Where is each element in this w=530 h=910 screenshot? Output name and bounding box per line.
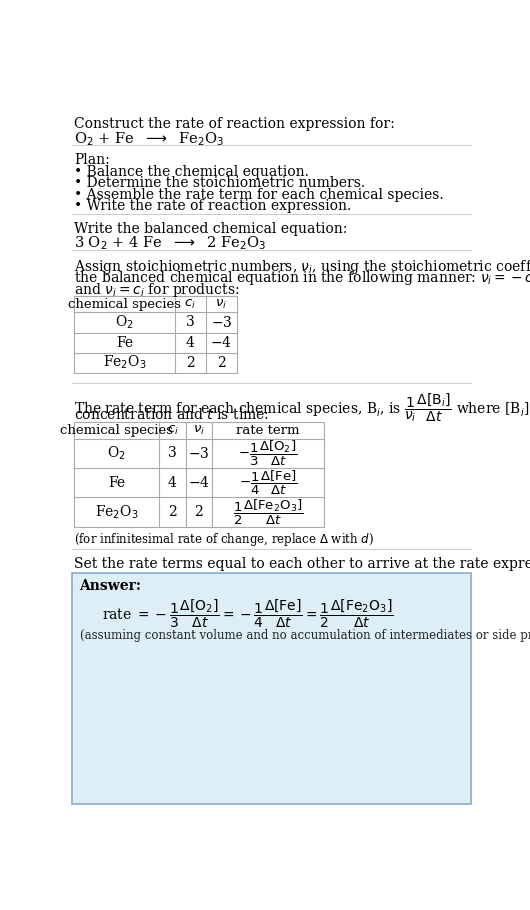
Text: $c_i$: $c_i$ — [184, 298, 196, 310]
Text: • Assemble the rate term for each chemical species.: • Assemble the rate term for each chemic… — [74, 187, 444, 202]
Text: 3 O$_2$ + 4 Fe  $\longrightarrow$  2 Fe$_2$O$_3$: 3 O$_2$ + 4 Fe $\longrightarrow$ 2 Fe$_2… — [74, 235, 266, 252]
Text: 2: 2 — [217, 356, 226, 369]
Text: $-$3: $-$3 — [188, 446, 209, 460]
Text: Assign stoichiometric numbers, $\nu_i$, using the stoichiometric coefficients, $: Assign stoichiometric numbers, $\nu_i$, … — [74, 258, 530, 276]
Text: $\nu_i$: $\nu_i$ — [193, 424, 205, 437]
Text: rate $= -\dfrac{1}{3}\dfrac{\Delta[\mathrm{O_2}]}{\Delta t} = -\dfrac{1}{4}\dfra: rate $= -\dfrac{1}{3}\dfrac{\Delta[\math… — [102, 598, 393, 631]
Text: $-$4: $-$4 — [188, 475, 210, 490]
Text: 4: 4 — [168, 476, 177, 490]
Text: 2: 2 — [195, 505, 203, 519]
Text: rate term: rate term — [236, 424, 300, 437]
Text: concentration and $t$ is time:: concentration and $t$ is time: — [74, 407, 269, 422]
Text: 4: 4 — [186, 336, 195, 349]
Text: Fe$_2$O$_3$: Fe$_2$O$_3$ — [103, 354, 146, 371]
Text: Fe$_2$O$_3$: Fe$_2$O$_3$ — [95, 503, 138, 521]
Text: Plan:: Plan: — [74, 153, 110, 167]
Text: Construct the rate of reaction expression for:: Construct the rate of reaction expressio… — [74, 116, 395, 131]
Text: chemical species: chemical species — [68, 298, 181, 310]
Text: (for infinitesimal rate of change, replace $\Delta$ with $d$): (for infinitesimal rate of change, repla… — [74, 531, 374, 548]
Text: $c_i$: $c_i$ — [166, 424, 178, 437]
Text: Fe: Fe — [108, 476, 125, 490]
Text: 3: 3 — [186, 316, 195, 329]
Text: Fe: Fe — [116, 336, 133, 349]
Text: The rate term for each chemical species, B$_i$, is $\dfrac{1}{\nu_i}\dfrac{\Delt: The rate term for each chemical species,… — [74, 391, 530, 424]
Text: O$_2$ + Fe  $\longrightarrow$  Fe$_2$O$_3$: O$_2$ + Fe $\longrightarrow$ Fe$_2$O$_3$ — [74, 130, 224, 147]
Text: O$_2$: O$_2$ — [115, 314, 134, 331]
Text: $-\dfrac{1}{3}\dfrac{\Delta[\mathrm{O_2}]}{\Delta t}$: $-\dfrac{1}{3}\dfrac{\Delta[\mathrm{O_2}… — [238, 439, 298, 468]
Text: Write the balanced chemical equation:: Write the balanced chemical equation: — [74, 222, 347, 236]
Text: 2: 2 — [186, 356, 195, 369]
Text: the balanced chemical equation in the following manner: $\nu_i = -c_i$ for react: the balanced chemical equation in the fo… — [74, 269, 530, 288]
Bar — [73, 572, 471, 804]
Text: 3: 3 — [168, 447, 177, 460]
Bar — [74, 296, 237, 372]
Text: O$_2$: O$_2$ — [107, 445, 126, 462]
Text: chemical species: chemical species — [60, 424, 173, 437]
Text: $-$3: $-$3 — [210, 315, 232, 330]
Text: Answer:: Answer: — [78, 579, 140, 593]
Text: • Determine the stoichiometric numbers.: • Determine the stoichiometric numbers. — [74, 177, 365, 190]
Bar — [74, 422, 324, 527]
Text: • Write the rate of reaction expression.: • Write the rate of reaction expression. — [74, 199, 351, 213]
Text: $\dfrac{1}{2}\dfrac{\Delta[\mathrm{Fe_2O_3}]}{\Delta t}$: $\dfrac{1}{2}\dfrac{\Delta[\mathrm{Fe_2O… — [233, 497, 303, 527]
Text: $-\dfrac{1}{4}\dfrac{\Delta[\mathrm{Fe}]}{\Delta t}$: $-\dfrac{1}{4}\dfrac{\Delta[\mathrm{Fe}]… — [239, 469, 297, 497]
Text: • Balance the chemical equation.: • Balance the chemical equation. — [74, 165, 309, 178]
Text: $-$4: $-$4 — [210, 335, 232, 350]
Text: (assuming constant volume and no accumulation of intermediates or side products): (assuming constant volume and no accumul… — [80, 629, 530, 642]
Text: $\nu_i$: $\nu_i$ — [215, 298, 227, 310]
Text: Set the rate terms equal to each other to arrive at the rate expression:: Set the rate terms equal to each other t… — [74, 557, 530, 571]
Text: 2: 2 — [168, 505, 177, 519]
Text: and $\nu_i = c_i$ for products:: and $\nu_i = c_i$ for products: — [74, 281, 240, 298]
